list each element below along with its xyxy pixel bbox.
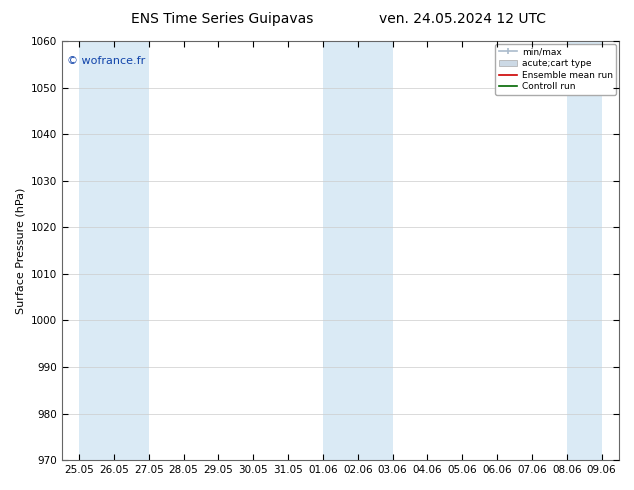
- Bar: [567, 41, 602, 460]
- Bar: [323, 41, 392, 460]
- Bar: [79, 41, 149, 460]
- Y-axis label: Surface Pressure (hPa): Surface Pressure (hPa): [15, 187, 25, 314]
- Legend: min/max, acute;cart type, Ensemble mean run, Controll run: min/max, acute;cart type, Ensemble mean …: [496, 44, 616, 95]
- Text: ven. 24.05.2024 12 UTC: ven. 24.05.2024 12 UTC: [379, 12, 547, 26]
- Text: © wofrance.fr: © wofrance.fr: [67, 56, 145, 66]
- Text: ENS Time Series Guipavas: ENS Time Series Guipavas: [131, 12, 313, 26]
